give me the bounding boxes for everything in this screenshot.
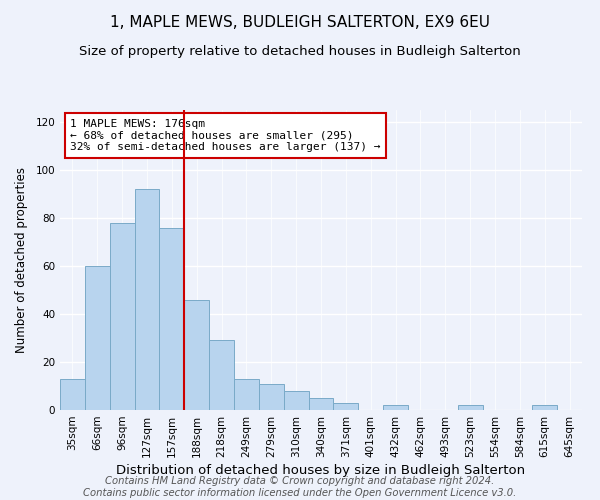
Bar bbox=[532, 405, 557, 410]
Bar bbox=[134, 189, 160, 410]
Y-axis label: Number of detached properties: Number of detached properties bbox=[16, 167, 28, 353]
Bar bbox=[160, 228, 184, 410]
Bar bbox=[334, 403, 358, 410]
Bar bbox=[234, 379, 259, 410]
Bar bbox=[458, 405, 482, 410]
Bar bbox=[259, 384, 284, 410]
Text: 1 MAPLE MEWS: 176sqm
← 68% of detached houses are smaller (295)
32% of semi-deta: 1 MAPLE MEWS: 176sqm ← 68% of detached h… bbox=[70, 119, 381, 152]
Text: Size of property relative to detached houses in Budleigh Salterton: Size of property relative to detached ho… bbox=[79, 45, 521, 58]
Bar bbox=[184, 300, 209, 410]
Bar bbox=[284, 391, 308, 410]
Bar bbox=[308, 398, 334, 410]
Bar bbox=[209, 340, 234, 410]
Bar bbox=[60, 379, 85, 410]
Text: 1, MAPLE MEWS, BUDLEIGH SALTERTON, EX9 6EU: 1, MAPLE MEWS, BUDLEIGH SALTERTON, EX9 6… bbox=[110, 15, 490, 30]
Bar bbox=[383, 405, 408, 410]
Text: Contains HM Land Registry data © Crown copyright and database right 2024.
Contai: Contains HM Land Registry data © Crown c… bbox=[83, 476, 517, 498]
Bar bbox=[110, 223, 134, 410]
Bar bbox=[85, 266, 110, 410]
X-axis label: Distribution of detached houses by size in Budleigh Salterton: Distribution of detached houses by size … bbox=[116, 464, 526, 477]
